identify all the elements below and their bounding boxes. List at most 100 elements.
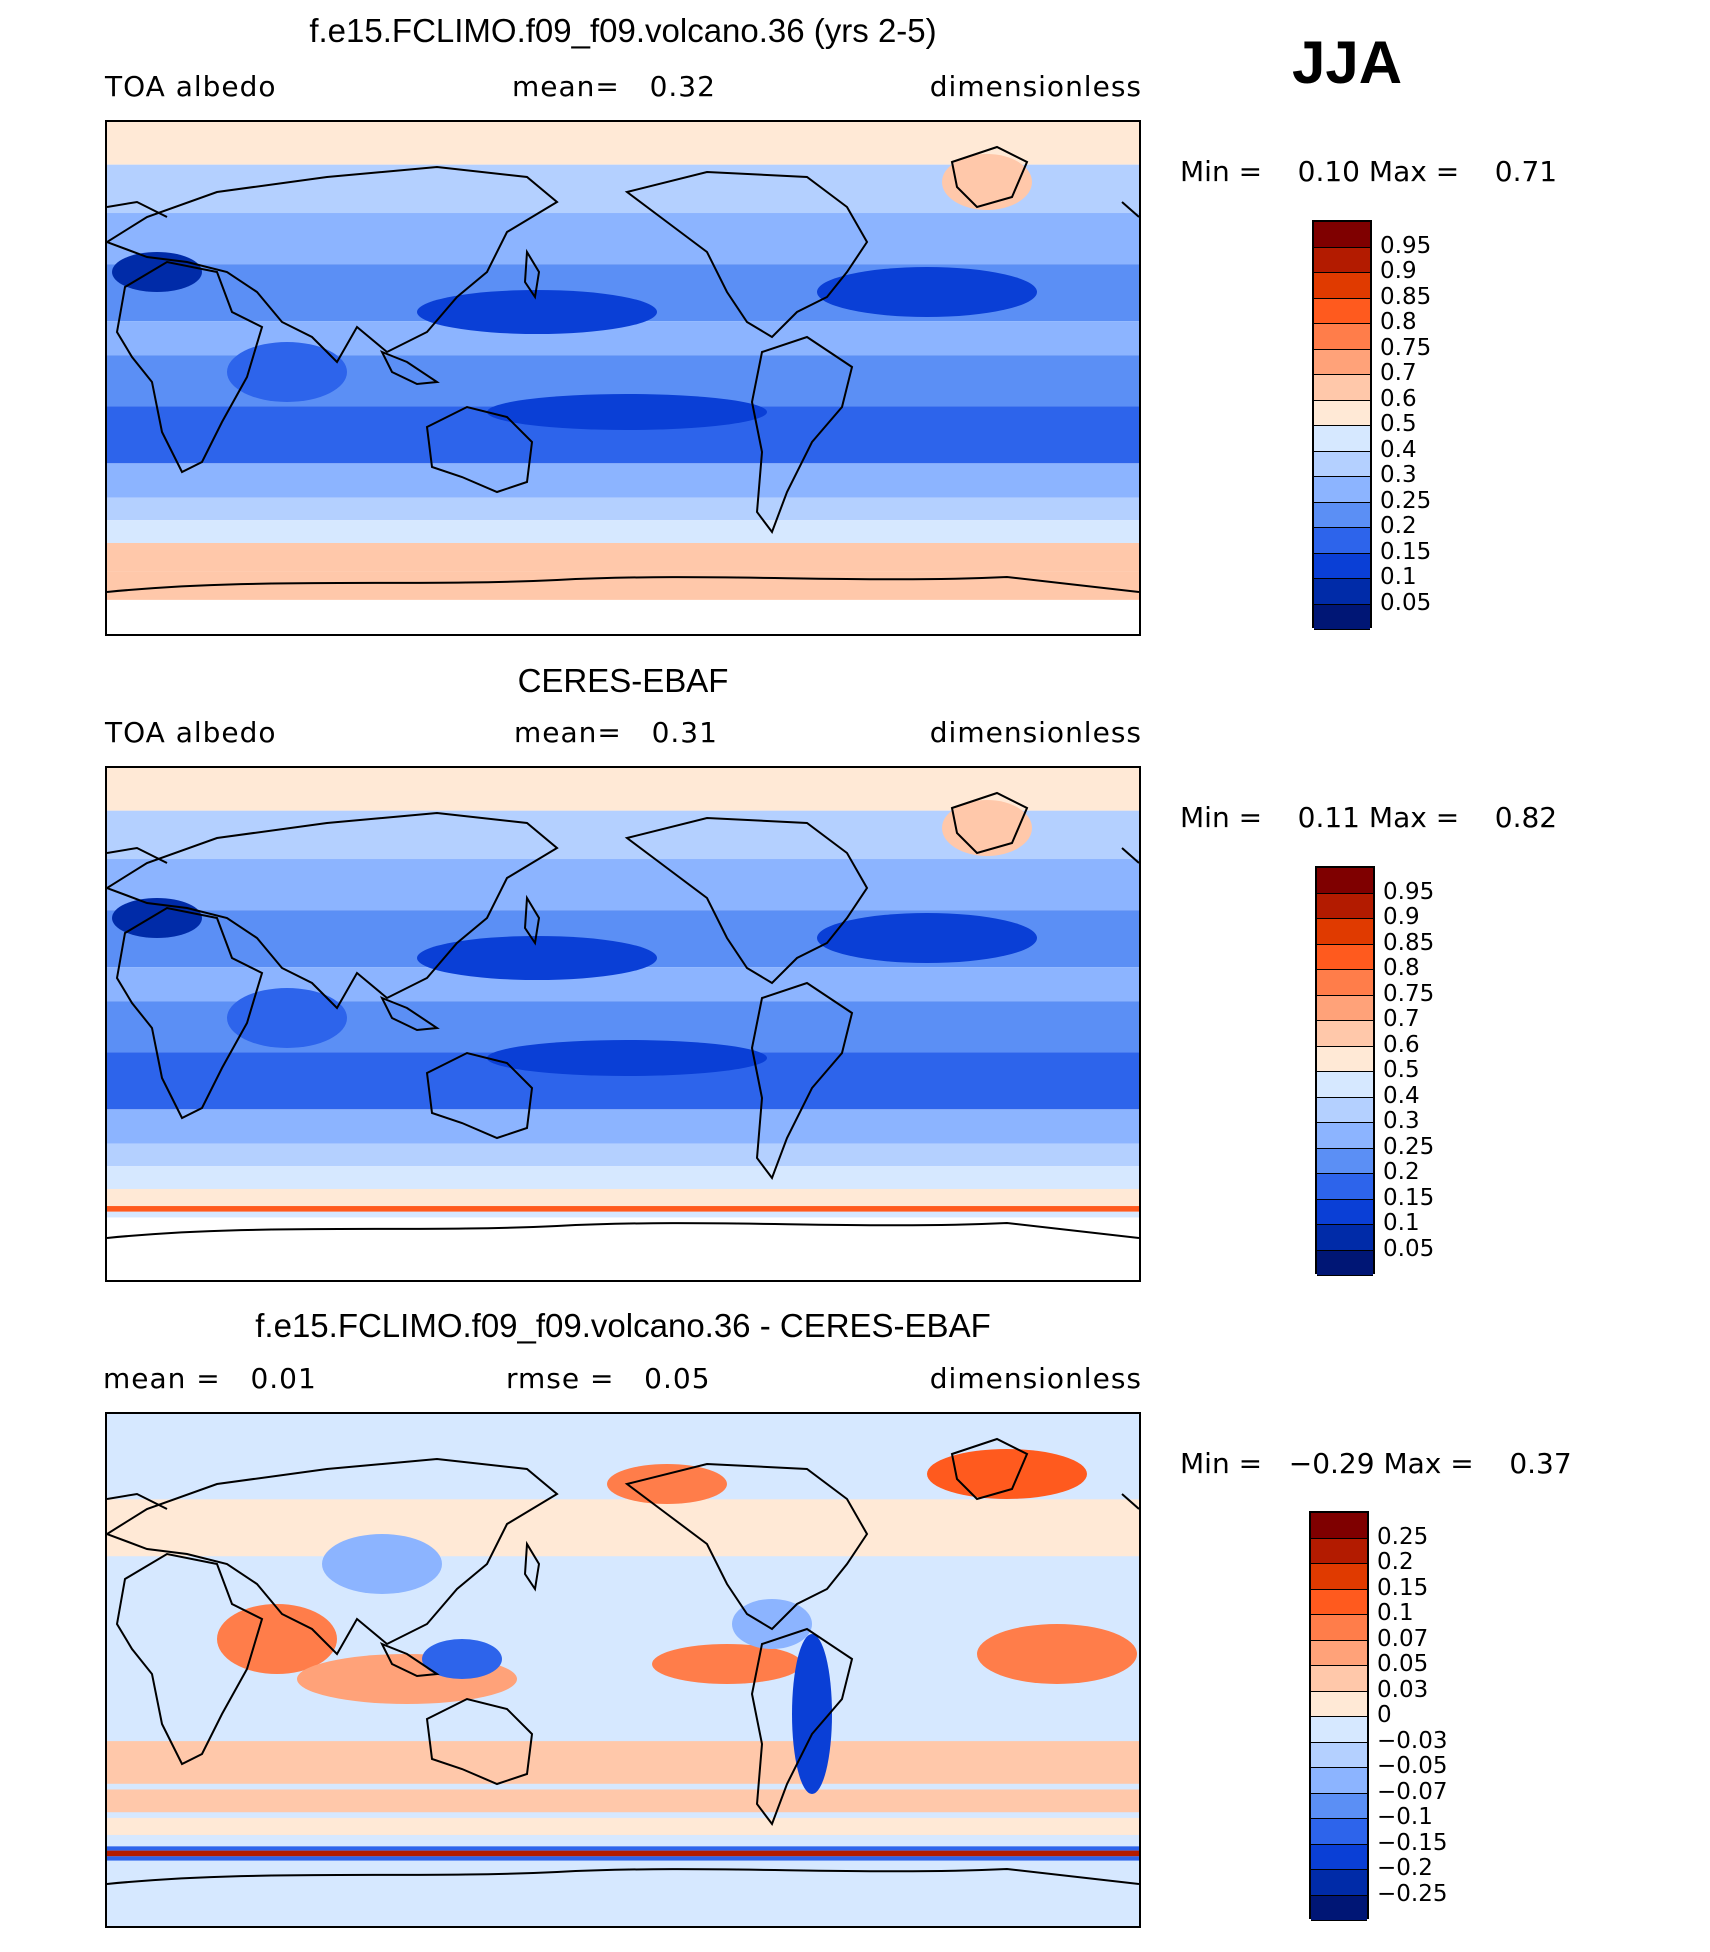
- colorbar-tick-label: 0.1: [1383, 1210, 1420, 1236]
- panel-3-min-value: −0.29: [1288, 1447, 1375, 1480]
- colorbar-tick-label: 0.3: [1383, 1108, 1420, 1134]
- panel-1-units: dimensionless: [929, 70, 1142, 103]
- field-patch: [417, 936, 657, 980]
- panel-2-map: [105, 766, 1141, 1282]
- colorbar-tick-label: 0.25: [1377, 1523, 1429, 1550]
- colorbar-swatch: [1311, 1691, 1367, 1717]
- colorbar-swatch: [1317, 1021, 1373, 1047]
- panel-1-minmax: Min = 0.10 Max = 0.71: [1180, 155, 1557, 188]
- coastlines: [107, 791, 1139, 1239]
- colorbar-swatch: [1311, 1844, 1367, 1870]
- coastline: [107, 811, 559, 1010]
- colorbar-tick-label: 0.7: [1383, 1006, 1420, 1032]
- field-patch: [977, 1624, 1137, 1684]
- colorbar-swatch: [1314, 579, 1370, 605]
- panel-2-title: CERES-EBAF: [517, 662, 729, 699]
- coastline: [750, 1627, 854, 1827]
- field-band: [107, 542, 1139, 572]
- colorbar-tick-label: 0.1: [1377, 1600, 1414, 1626]
- colorbar-tick-label: 0.5: [1380, 411, 1417, 437]
- field-band: [107, 1846, 1139, 1851]
- panel-3-mean: mean = 0.01: [103, 1362, 317, 1395]
- field-band: [107, 1850, 1139, 1857]
- colorbar-swatch: [1317, 868, 1373, 894]
- colorbar-tick-label: 0.7: [1380, 360, 1417, 386]
- coastline: [1121, 847, 1139, 864]
- panel-2-mean: mean= 0.31: [514, 716, 718, 749]
- field-patch: [217, 1604, 337, 1674]
- panel-3-map: [105, 1412, 1141, 1928]
- colorbar-swatch: [1314, 273, 1370, 299]
- colorbar-swatch: [1314, 604, 1370, 630]
- coastline: [750, 335, 854, 535]
- colorbar-swatch: [1314, 222, 1370, 248]
- panel-3-units: dimensionless: [929, 1362, 1142, 1395]
- colorbar-tick-label: 0.95: [1383, 878, 1435, 905]
- coastline: [107, 846, 168, 864]
- coastline: [950, 791, 1029, 855]
- colorbar-tick-label: 0.6: [1383, 1031, 1420, 1058]
- colorbar-tick-label: 0: [1377, 1702, 1392, 1728]
- colorbar-tick-label: 0.07: [1377, 1625, 1429, 1652]
- colorbar-tick-label: 0.75: [1380, 334, 1432, 361]
- panel-2-variable: TOA albedo: [105, 716, 277, 749]
- colorbar-swatch: [1317, 1174, 1373, 1200]
- colorbar-swatch: [1314, 400, 1370, 426]
- colorbar-swatch: [1317, 1046, 1373, 1072]
- colorbar-tick-label: 0.75: [1383, 980, 1435, 1007]
- colorbar-swatch: [1311, 1717, 1367, 1743]
- colorbar-tick-label: 0.9: [1383, 904, 1420, 930]
- field-band: [107, 1789, 1139, 1813]
- colorbar-swatch: [1314, 502, 1370, 528]
- colorbar-tick-label: 0.8: [1383, 955, 1420, 981]
- panel-1-max-label: Max =: [1368, 155, 1460, 188]
- field-patch: [422, 1639, 502, 1679]
- colorbar-swatch: [1311, 1538, 1367, 1564]
- field-band: [107, 1143, 1139, 1167]
- panel-3-minmax: Min = −0.29 Max = 0.37: [1180, 1447, 1572, 1480]
- colorbar-swatch: [1311, 1589, 1367, 1615]
- colorbar-swatch: [1314, 247, 1370, 273]
- field-band: [107, 1206, 1139, 1212]
- field-patch: [652, 1644, 802, 1684]
- colorbar-swatch: [1317, 944, 1373, 970]
- panel-2-min-label: Min =: [1180, 801, 1263, 834]
- field-patch: [487, 394, 767, 430]
- colorbar-swatch: [1317, 1225, 1373, 1251]
- colorbar-tick-label: −0.15: [1377, 1829, 1448, 1856]
- coastline: [107, 1221, 1139, 1239]
- field-band: [107, 1741, 1139, 1784]
- colorbar-tick-label: −0.07: [1377, 1778, 1448, 1805]
- coastline: [523, 248, 541, 300]
- colorbar-swatch: [1311, 1615, 1367, 1641]
- colorbar-tick-label: 0.8: [1380, 309, 1417, 335]
- coastline: [523, 1540, 541, 1592]
- colorbar-swatch: [1311, 1742, 1367, 1768]
- colorbar-swatch: [1311, 1793, 1367, 1819]
- coastline: [425, 405, 534, 494]
- colorbar-tick-label: 0.6: [1380, 385, 1417, 412]
- field-band: [107, 1109, 1139, 1144]
- colorbar-tick-label: −0.05: [1377, 1753, 1448, 1779]
- colorbar-box: [1309, 1511, 1369, 1921]
- colorbar-box: [1315, 866, 1375, 1276]
- colorbar-swatch: [1317, 995, 1373, 1021]
- colorbar-swatch: [1314, 426, 1370, 452]
- field-patch: [792, 1634, 832, 1794]
- colorbar-tick-label: 0.15: [1383, 1184, 1435, 1211]
- colorbar-tick-label: 0.05: [1380, 589, 1432, 616]
- colorbar-swatch: [1317, 1250, 1373, 1276]
- coastline: [624, 1462, 869, 1631]
- colorbar-swatch: [1311, 1870, 1367, 1896]
- colorbar-tick-label: 0.05: [1383, 1235, 1435, 1262]
- panel-1-variable: TOA albedo: [105, 70, 277, 103]
- coastline: [115, 906, 264, 1120]
- colorbar-swatch: [1317, 919, 1373, 945]
- panel-2-max-label: Max =: [1368, 801, 1460, 834]
- field-band: [107, 1499, 1139, 1557]
- panel-2-units: dimensionless: [929, 716, 1142, 749]
- coastline: [425, 1051, 534, 1140]
- panel-2-minmax: Min = 0.11 Max = 0.82: [1180, 801, 1557, 834]
- colorbar-tick-label: 0.95: [1380, 232, 1432, 259]
- panel-3-max-label: Max =: [1383, 1447, 1474, 1480]
